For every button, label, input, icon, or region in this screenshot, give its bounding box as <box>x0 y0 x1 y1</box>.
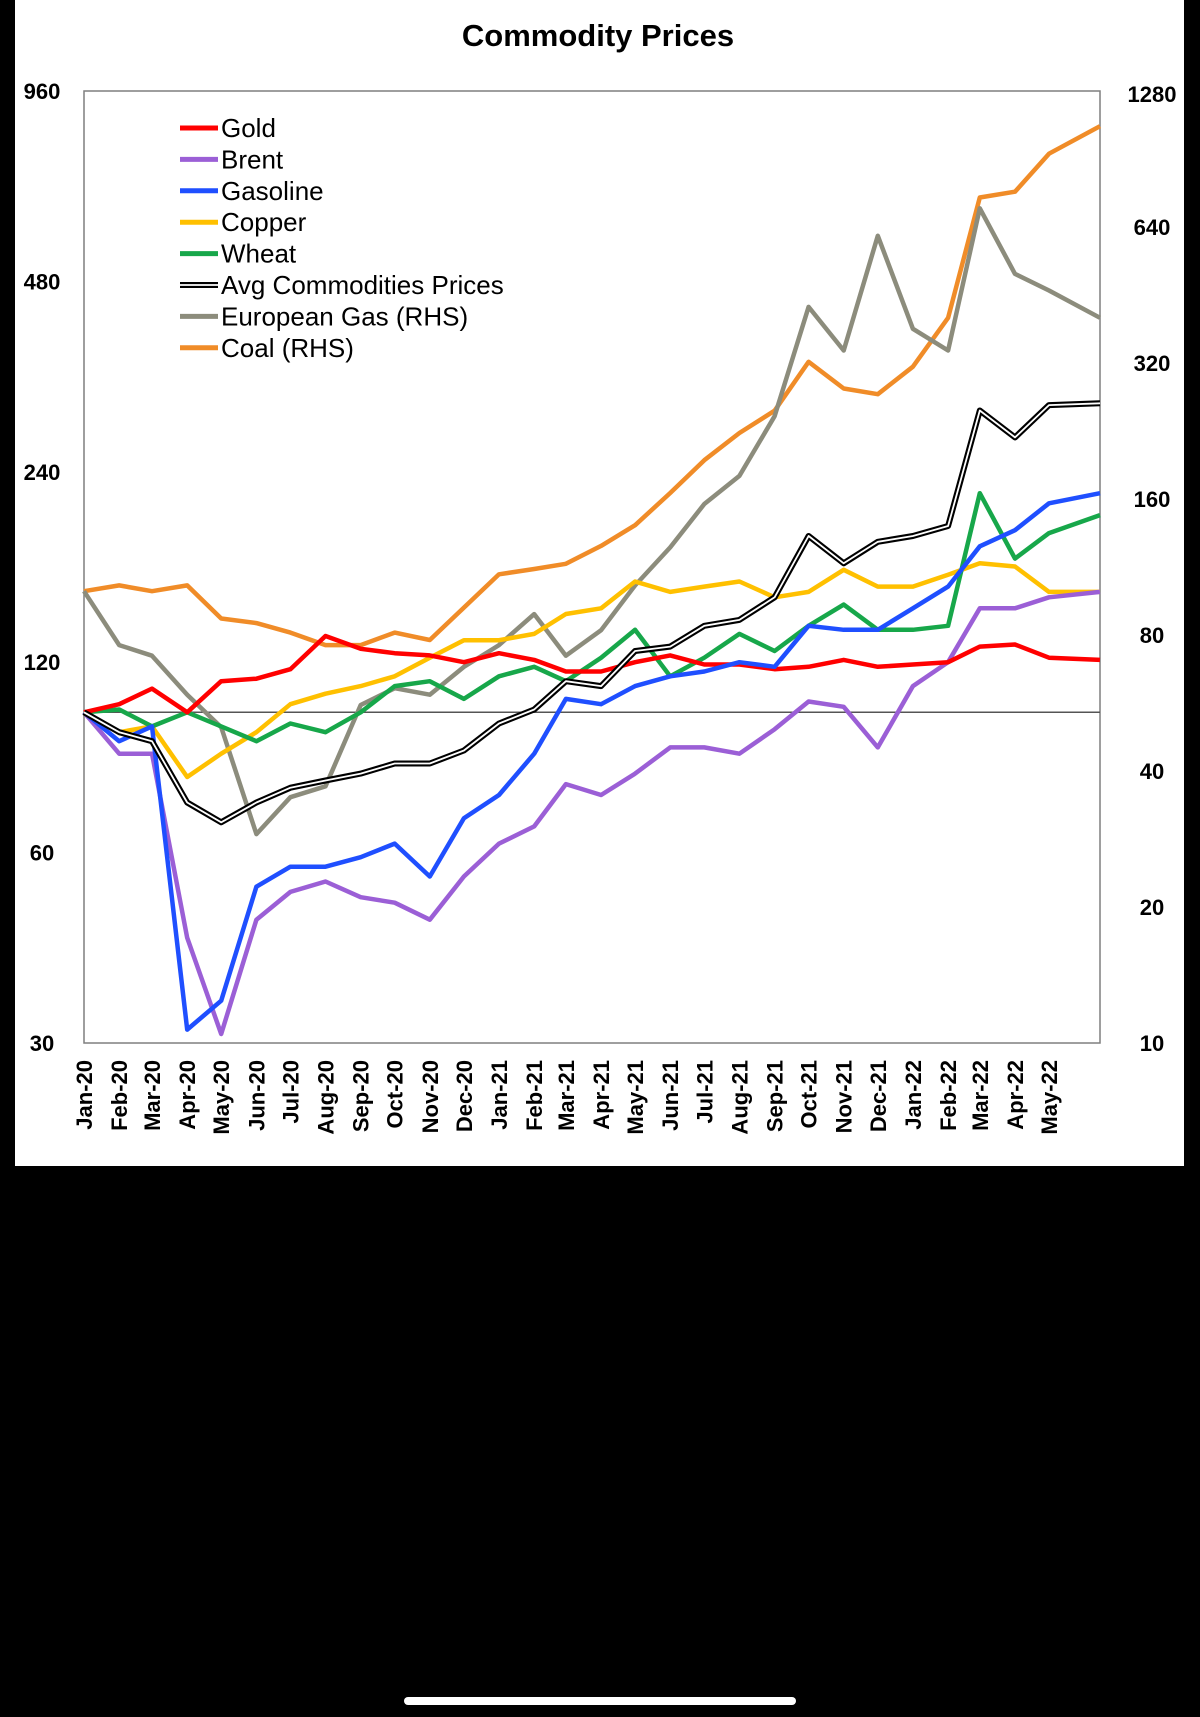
legend-label: Avg Commodities Prices <box>221 270 504 300</box>
x-tick-label: Jan-20 <box>72 1060 97 1130</box>
x-tick-label: Nov-21 <box>832 1060 857 1133</box>
legend-label: Gold <box>221 113 276 143</box>
x-tick-label: Feb-22 <box>936 1060 961 1131</box>
y-right-tick-label: 160 <box>1134 487 1171 512</box>
x-tick-label: Nov-20 <box>418 1060 443 1133</box>
x-tick-label: Oct-21 <box>797 1060 822 1128</box>
x-tick-label: Dec-21 <box>866 1060 891 1132</box>
legend-label: Copper <box>221 207 307 237</box>
x-tick-label: Dec-20 <box>452 1060 477 1132</box>
chart-panel <box>15 0 1184 1166</box>
legend-label: Coal (RHS) <box>221 333 354 363</box>
x-tick-label: Jul-21 <box>692 1060 717 1124</box>
series-line-gold <box>83 633 1101 715</box>
x-tick-label: Mar-21 <box>554 1060 579 1131</box>
series-line-coal-rhs <box>83 124 1102 648</box>
x-tick-label: Apr-21 <box>589 1060 614 1130</box>
x-tick-label: Mar-22 <box>968 1060 993 1131</box>
y-left-tick-label: 30 <box>30 1031 54 1056</box>
x-tick-label: Jan-22 <box>901 1060 926 1130</box>
x-tick-label: May-20 <box>209 1060 234 1135</box>
x-tick-label: Feb-21 <box>522 1060 547 1131</box>
y-right-tick-label: 40 <box>1140 759 1164 784</box>
x-tick-label: Aug-21 <box>727 1060 752 1135</box>
y-left-tick-label: 120 <box>24 650 61 675</box>
series-line-brent <box>82 589 1101 1037</box>
legend-label: Brent <box>221 144 284 174</box>
x-tick-label: May-22 <box>1037 1060 1062 1135</box>
plot-area <box>83 90 1101 1044</box>
series-line-european-gas-rhs <box>82 206 1102 837</box>
x-tick-label: Feb-20 <box>107 1060 132 1131</box>
x-tick-label: Apr-22 <box>1003 1060 1028 1130</box>
y-right-tick-label: 1280 <box>1128 82 1177 107</box>
y-left-tick-label: 480 <box>24 269 61 294</box>
x-tick-label: Sep-21 <box>763 1060 788 1132</box>
series-line-gasoline <box>82 490 1101 1032</box>
y-left-tick-label: 60 <box>30 841 54 866</box>
y-right-tick-label: 80 <box>1140 623 1164 648</box>
x-tick-label: Jun-21 <box>658 1060 683 1131</box>
y-right-tick-label: 10 <box>1140 1031 1164 1056</box>
x-tick-label: Sep-20 <box>349 1060 374 1132</box>
series-line-copper <box>82 561 1100 780</box>
y-right-tick-label: 640 <box>1134 215 1171 240</box>
legend-label: European Gas (RHS) <box>221 301 468 331</box>
chart-title: Commodity Prices <box>462 18 734 53</box>
x-tick-label: Jan-21 <box>487 1060 512 1130</box>
series-line-avg-commodities-prices-inner <box>83 402 1101 824</box>
x-tick-label: Jul-20 <box>278 1060 303 1124</box>
legend-label: Gasoline <box>221 176 324 206</box>
y-left-tick-label: 240 <box>24 460 61 485</box>
x-tick-label: Aug-20 <box>314 1060 339 1135</box>
legend-label: Wheat <box>221 239 297 269</box>
x-tick-label: Apr-20 <box>175 1060 200 1130</box>
x-tick-label: May-21 <box>623 1060 648 1135</box>
home-indicator[interactable] <box>404 1697 796 1705</box>
y-right-tick-label: 320 <box>1134 351 1171 376</box>
y-right-tick-label: 20 <box>1140 895 1164 920</box>
x-tick-label: Mar-20 <box>140 1060 165 1131</box>
x-tick-label: Jun-20 <box>244 1060 269 1131</box>
x-tick-label: Oct-20 <box>383 1060 408 1128</box>
y-left-tick-label: 960 <box>24 79 61 104</box>
